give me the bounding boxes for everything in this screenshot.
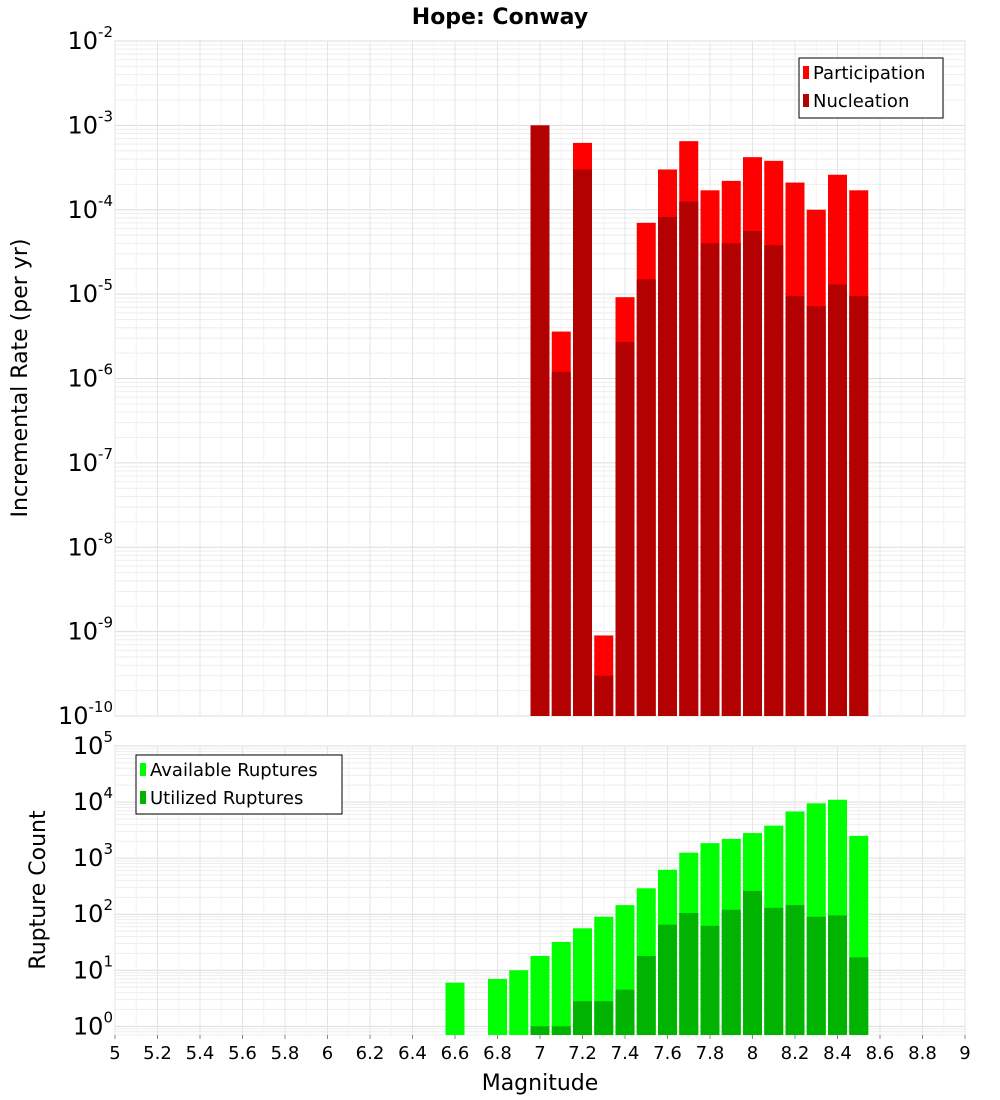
- nucleation-bar: [743, 230, 762, 716]
- nucleation-bar: [764, 245, 784, 717]
- y-tick-label: 10-9: [67, 614, 113, 646]
- utilized-ruptures-bar: [594, 1001, 614, 1035]
- nucleation-bar: [551, 371, 571, 716]
- utilized-ruptures-bar: [764, 907, 784, 1035]
- x-tick-label: 7.4: [611, 1043, 640, 1064]
- nucleation-bar: [594, 675, 614, 716]
- y-tick-label: 101: [73, 952, 113, 984]
- x-tick-label: 8.4: [823, 1043, 852, 1064]
- bottom-panel: 100 101 102 103 104 105 5 5.2 5.4 5.6 5.8 6 6.2 6.4 6…: [26, 728, 971, 1096]
- available-ruptures-bar: [509, 970, 529, 1035]
- x-tick-label: 7.6: [653, 1043, 682, 1064]
- y-tick-label: 10-6: [67, 361, 113, 393]
- nucleation-bar: [849, 296, 869, 716]
- available-ruptures-bar: [530, 955, 550, 1035]
- legend-swatch-utilized: [140, 791, 146, 804]
- bottom-y-axis-label: Rupture Count: [26, 810, 51, 970]
- x-tick-label: 6.2: [356, 1043, 385, 1064]
- x-tick-label: 7.8: [696, 1043, 725, 1064]
- x-tick-label: 8.6: [866, 1043, 895, 1064]
- x-tick-label: 8.8: [908, 1043, 937, 1064]
- legend-swatch-participation: [803, 66, 809, 79]
- x-axis-label: Magnitude: [482, 1071, 599, 1096]
- nucleation-bar: [615, 342, 635, 716]
- utilized-ruptures-bar: [636, 955, 656, 1035]
- x-tick-label: 6.8: [483, 1043, 512, 1064]
- x-tick-label: 5.2: [143, 1043, 172, 1064]
- y-tick-label: 10-10: [58, 698, 113, 730]
- x-tick-label: 6.6: [441, 1043, 470, 1064]
- x-ticks: 5 5.2 5.4 5.6 5.8 6 6.2 6.4 6.6 6.8 7 7.2 7.4 7.6 7.8 8…: [109, 1035, 971, 1064]
- bottom-legend-box: [135, 754, 343, 815]
- legend-label-nucleation: Nucleation: [813, 91, 909, 112]
- top-y-ticks: 10-10 10-9 10-8 10-7 10-6 10-5 10-4 10-3 10-2: [58, 23, 113, 730]
- x-tick-label: 6: [322, 1043, 333, 1064]
- top-legend: Participation Nucleation: [798, 57, 944, 119]
- y-tick-label: 10-3: [67, 107, 113, 139]
- utilized-ruptures-bar: [615, 989, 635, 1035]
- top-legend-box: [798, 57, 944, 119]
- x-tick-label: 5: [109, 1043, 120, 1064]
- legend-label-participation: Participation: [813, 63, 925, 84]
- nucleation-bar: [828, 284, 847, 716]
- x-tick-label: 7.2: [568, 1043, 597, 1064]
- bottom-bars: [445, 799, 869, 1035]
- x-tick-label: 5.4: [186, 1043, 215, 1064]
- x-tick-label: 6.4: [398, 1043, 427, 1064]
- y-tick-label: 104: [73, 784, 113, 816]
- x-tick-label: 8: [747, 1043, 758, 1064]
- available-ruptures-bar: [445, 982, 465, 1035]
- y-tick-label: 10-4: [67, 192, 113, 224]
- available-ruptures-bar: [551, 941, 571, 1035]
- nucleation-bar: [785, 296, 805, 716]
- bottom-legend: Available Ruptures Utilized Ruptures: [135, 754, 343, 815]
- y-tick-label: 10-2: [67, 23, 113, 55]
- x-tick-label: 5.8: [271, 1043, 300, 1064]
- utilized-ruptures-bar: [849, 957, 869, 1035]
- bottom-y-ticks: 100 101 102 103 104 105: [73, 728, 113, 1040]
- legend-swatch-nucleation: [803, 94, 809, 107]
- utilized-ruptures-bar: [551, 1026, 571, 1035]
- top-y-axis-label: Incremental Rate (per yr): [8, 239, 33, 518]
- y-tick-label: 10-8: [67, 529, 113, 561]
- utilized-ruptures-bar: [743, 890, 762, 1035]
- x-tick-label: 8.2: [781, 1043, 810, 1064]
- nucleation-bar: [679, 201, 699, 716]
- legend-label-utilized: Utilized Ruptures: [150, 788, 303, 809]
- legend-swatch-available: [140, 763, 146, 776]
- nucleation-bar: [530, 125, 550, 716]
- nucleation-bar: [806, 306, 826, 716]
- y-tick-label: 100: [73, 1008, 113, 1040]
- y-tick-label: 10-7: [67, 445, 113, 477]
- utilized-ruptures-bar: [700, 925, 720, 1035]
- y-tick-label: 103: [73, 840, 113, 872]
- nucleation-bar: [658, 217, 677, 716]
- legend-label-available: Available Ruptures: [150, 760, 318, 781]
- available-ruptures-bar: [488, 978, 507, 1035]
- nucleation-bar: [636, 279, 656, 716]
- utilized-ruptures-bar: [806, 916, 826, 1035]
- x-tick-label: 7: [534, 1043, 545, 1064]
- utilized-ruptures-bar: [785, 905, 805, 1035]
- utilized-ruptures-bar: [530, 1026, 550, 1035]
- x-tick-label: 5.6: [228, 1043, 257, 1064]
- top-bars: [530, 125, 869, 717]
- top-panel: 10-10 10-9 10-8 10-7 10-6 10-5 10-4 10-3 10-2 In…: [8, 23, 966, 730]
- utilized-ruptures-bar: [658, 924, 677, 1035]
- y-tick-label: 102: [73, 896, 113, 928]
- nucleation-bar: [721, 243, 741, 717]
- utilized-ruptures-bar: [828, 915, 847, 1035]
- utilized-ruptures-bar: [573, 1001, 592, 1035]
- chart-title: Hope: Conway: [412, 5, 588, 30]
- x-tick-label: 9: [959, 1043, 970, 1064]
- utilized-ruptures-bar: [679, 913, 699, 1035]
- y-tick-label: 105: [73, 728, 113, 760]
- nucleation-bar: [573, 169, 592, 716]
- y-tick-label: 10-5: [67, 276, 113, 308]
- nucleation-bar: [700, 243, 720, 717]
- utilized-ruptures-bar: [721, 909, 741, 1035]
